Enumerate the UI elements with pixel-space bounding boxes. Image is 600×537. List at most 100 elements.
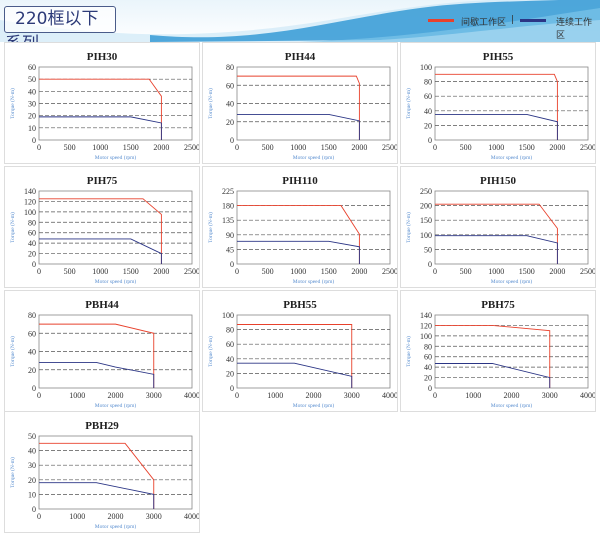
- plot-area: [434, 314, 589, 389]
- series-line-intermittent: [39, 78, 162, 140]
- chart-panel-pih55: PIH55 0 20 40 60 80 100 0 500 1000 1500 2000 2500 Mot…: [400, 42, 596, 164]
- y-axis-label: Torque (N-m): [405, 212, 412, 243]
- plot-area: [38, 435, 193, 510]
- y-tick-label: 80: [28, 311, 36, 320]
- x-tick-label: 0: [433, 143, 437, 152]
- x-tick-label: 4000: [184, 512, 199, 521]
- x-tick-label: 1500: [321, 143, 337, 152]
- x-tick-label: 1500: [519, 267, 535, 276]
- y-tick-label: 30: [28, 100, 36, 109]
- y-axis-label: Torque (N-m): [207, 336, 214, 367]
- series-line-intermittent: [237, 75, 360, 140]
- series-line-continuous: [435, 363, 551, 388]
- chart-title: PIH75: [87, 175, 118, 187]
- plot-area: [236, 190, 391, 265]
- x-tick-label: 2500: [580, 267, 595, 276]
- y-tick-label: 0: [32, 505, 36, 514]
- y-tick-label: 60: [226, 340, 234, 349]
- x-tick-label: 1000: [92, 267, 108, 276]
- chart-panel-pih30: PIH30 0 10 20 30 40 50 60 0 500 1000 1500 2000 2500 Mo…: [4, 42, 200, 164]
- plot-area: [236, 314, 391, 389]
- x-axis-label: Motor speed (rpm): [293, 402, 335, 409]
- y-tick-label: 50: [28, 432, 36, 441]
- y-tick-label: 40: [28, 87, 36, 96]
- x-axis-label: Motor speed (rpm): [95, 402, 137, 409]
- y-axis-label: Torque (N-m): [9, 88, 16, 119]
- y-tick-label: 45: [226, 245, 234, 254]
- series-line-continuous: [39, 482, 155, 509]
- x-tick-label: 500: [460, 143, 472, 152]
- x-tick-label: 3000: [146, 512, 162, 521]
- y-tick-label: 150: [420, 216, 432, 225]
- legend-swatch-intermittent: [428, 19, 454, 22]
- plot-area: [236, 66, 391, 141]
- y-tick-label: 20: [28, 476, 36, 485]
- chart-svg: PBH29 0 10 20 30 40 50 0 1000 2000 3000 4000 Motor s…: [9, 420, 199, 530]
- y-tick-label: 0: [230, 384, 234, 393]
- y-tick-label: 250: [420, 187, 432, 196]
- chart-panel-pbh75: PBH75 0 20 40 60 80 100 120 140 0 1000 2000 3000 4000…: [400, 290, 596, 412]
- x-tick-label: 2000: [153, 143, 169, 152]
- x-tick-label: 2500: [184, 267, 199, 276]
- y-tick-label: 40: [28, 348, 36, 357]
- series-line-continuous: [435, 113, 558, 140]
- y-tick-label: 60: [28, 329, 36, 338]
- x-tick-label: 500: [64, 143, 76, 152]
- x-tick-label: 4000: [580, 391, 595, 400]
- legend-label-continuous: 连续工作区: [556, 18, 593, 41]
- x-tick-label: 2500: [382, 143, 397, 152]
- series-line-continuous: [237, 240, 360, 264]
- plot-area: [38, 190, 193, 265]
- chart-svg: PIH44 0 20 40 60 80 0 500 1000 1500 2000 2500 Motor …: [207, 51, 397, 161]
- y-axis-label: Torque (N-m): [9, 457, 16, 488]
- x-tick-label: 2000: [504, 391, 520, 400]
- x-axis-label: Motor speed (rpm): [95, 278, 137, 285]
- y-tick-label: 40: [424, 363, 432, 372]
- x-tick-label: 2000: [306, 391, 322, 400]
- series-line-intermittent: [39, 198, 162, 264]
- y-tick-label: 40: [226, 100, 234, 109]
- chart-svg: PIH30 0 10 20 30 40 50 60 0 500 1000 1500 2000 2500 Mo…: [9, 51, 199, 161]
- chart-panel-pih44: PIH44 0 20 40 60 80 0 500 1000 1500 2000 2500 Motor …: [202, 42, 398, 164]
- y-tick-label: 60: [28, 63, 36, 72]
- x-tick-label: 1500: [123, 143, 139, 152]
- series-line-continuous: [39, 238, 162, 264]
- y-tick-label: 20: [28, 366, 36, 375]
- chart-title: PBH44: [85, 299, 119, 311]
- y-tick-label: 40: [226, 355, 234, 364]
- header-banner: 220框以下系列 间歇工作区 | 连续工作区: [0, 0, 600, 42]
- chart-title: PIH110: [282, 175, 318, 187]
- x-tick-label: 1500: [321, 267, 337, 276]
- chart-title: PBH29: [85, 420, 119, 432]
- chart-panel-pih75: PIH75 0 20 40 60 80 100 120 140 0 500 1000 1500 2000 2…: [4, 166, 200, 288]
- x-tick-label: 1000: [92, 143, 108, 152]
- y-tick-label: 20: [424, 374, 432, 383]
- y-tick-label: 180: [222, 202, 234, 211]
- y-tick-label: 80: [28, 218, 36, 227]
- chart-panel-pih110: PIH110 0 45 90 135 180 225 0 500 1000 1500 2000 2500…: [202, 166, 398, 288]
- chart-title: PIH30: [87, 51, 118, 63]
- x-tick-label: 2000: [153, 267, 169, 276]
- x-tick-label: 2500: [580, 143, 595, 152]
- y-tick-label: 225: [222, 187, 234, 196]
- x-tick-label: 1000: [69, 391, 85, 400]
- y-tick-label: 100: [420, 332, 432, 341]
- y-tick-label: 20: [28, 250, 36, 259]
- y-tick-label: 60: [424, 353, 432, 362]
- y-tick-label: 40: [28, 239, 36, 248]
- y-tick-label: 0: [428, 260, 432, 269]
- y-tick-label: 50: [28, 75, 36, 84]
- page-title: 220框以下系列: [4, 6, 116, 42]
- wave-decoration: [0, 0, 600, 42]
- y-tick-label: 100: [420, 231, 432, 240]
- y-tick-label: 0: [32, 136, 36, 145]
- x-tick-label: 2000: [549, 267, 565, 276]
- x-tick-label: 1000: [465, 391, 481, 400]
- x-tick-label: 1000: [488, 143, 504, 152]
- chart-panel-pih150: PIH150 0 50 100 150 200 250 0 500 1000 1500 2000 250…: [400, 166, 596, 288]
- x-tick-label: 1000: [267, 391, 283, 400]
- legend-separator: |: [511, 15, 515, 25]
